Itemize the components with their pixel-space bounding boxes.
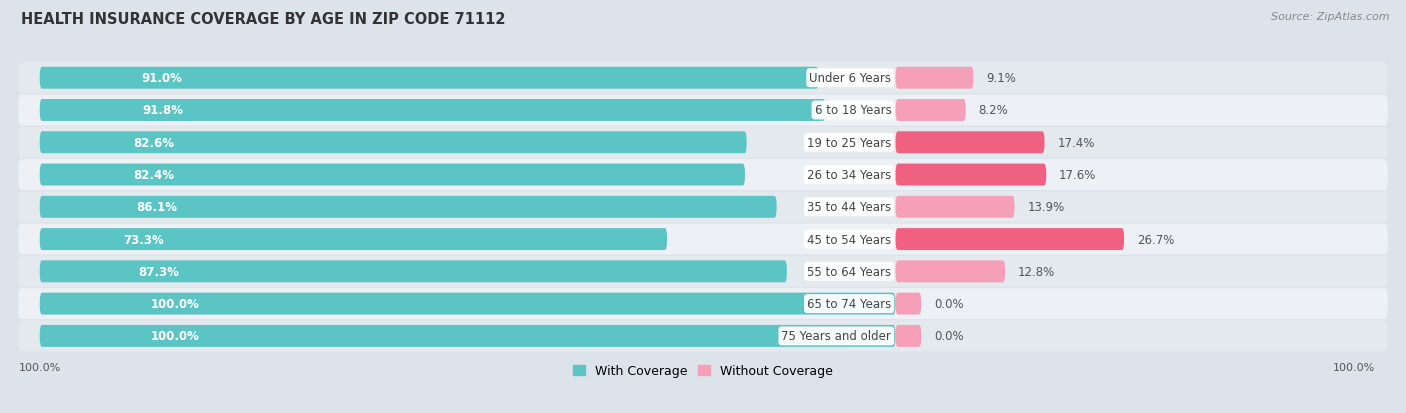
Text: Under 6 Years: Under 6 Years [810,72,891,85]
FancyBboxPatch shape [18,320,1388,351]
FancyBboxPatch shape [896,100,966,122]
FancyBboxPatch shape [18,288,1388,319]
FancyBboxPatch shape [896,196,1015,218]
Text: 91.8%: 91.8% [142,104,184,117]
Text: 73.3%: 73.3% [124,233,165,246]
FancyBboxPatch shape [39,164,745,186]
Text: 6 to 18 Years: 6 to 18 Years [814,104,891,117]
Text: 17.4%: 17.4% [1057,136,1095,150]
Text: 35 to 44 Years: 35 to 44 Years [807,201,891,214]
Text: 26.7%: 26.7% [1137,233,1174,246]
Legend: With Coverage, Without Coverage: With Coverage, Without Coverage [568,359,838,382]
Text: 12.8%: 12.8% [1018,265,1054,278]
FancyBboxPatch shape [18,192,1388,223]
FancyBboxPatch shape [18,95,1388,126]
Text: 100.0%: 100.0% [150,330,200,342]
FancyBboxPatch shape [896,164,1046,186]
Text: 0.0%: 0.0% [934,330,963,342]
Text: 0.0%: 0.0% [934,297,963,310]
FancyBboxPatch shape [18,160,1388,190]
Text: 75 Years and older: 75 Years and older [782,330,891,342]
FancyBboxPatch shape [896,68,973,90]
FancyBboxPatch shape [18,63,1388,94]
FancyBboxPatch shape [896,261,1005,282]
FancyBboxPatch shape [896,132,1045,154]
FancyBboxPatch shape [39,132,747,154]
FancyBboxPatch shape [896,293,921,315]
Text: 26 to 34 Years: 26 to 34 Years [807,169,891,182]
Text: 82.6%: 82.6% [134,136,174,150]
Text: 100.0%: 100.0% [150,297,200,310]
Text: 65 to 74 Years: 65 to 74 Years [807,297,891,310]
Text: Source: ZipAtlas.com: Source: ZipAtlas.com [1271,12,1389,22]
FancyBboxPatch shape [39,325,896,347]
FancyBboxPatch shape [18,256,1388,287]
Text: 19 to 25 Years: 19 to 25 Years [807,136,891,150]
Text: 13.9%: 13.9% [1028,201,1064,214]
FancyBboxPatch shape [39,68,818,90]
Text: 8.2%: 8.2% [979,104,1008,117]
FancyBboxPatch shape [896,325,921,347]
Text: 55 to 64 Years: 55 to 64 Years [807,265,891,278]
FancyBboxPatch shape [18,128,1388,158]
FancyBboxPatch shape [39,228,666,250]
FancyBboxPatch shape [39,261,787,282]
FancyBboxPatch shape [39,100,825,122]
Text: 87.3%: 87.3% [138,265,179,278]
FancyBboxPatch shape [39,293,896,315]
Text: 17.6%: 17.6% [1059,169,1097,182]
FancyBboxPatch shape [39,196,776,218]
Text: 82.4%: 82.4% [134,169,174,182]
Text: HEALTH INSURANCE COVERAGE BY AGE IN ZIP CODE 71112: HEALTH INSURANCE COVERAGE BY AGE IN ZIP … [21,12,506,27]
Text: 91.0%: 91.0% [142,72,183,85]
FancyBboxPatch shape [18,224,1388,255]
FancyBboxPatch shape [896,228,1123,250]
Text: 9.1%: 9.1% [986,72,1017,85]
Text: 45 to 54 Years: 45 to 54 Years [807,233,891,246]
Text: 100.0%: 100.0% [18,363,60,373]
Text: 86.1%: 86.1% [136,201,177,214]
Text: 100.0%: 100.0% [1333,363,1375,373]
